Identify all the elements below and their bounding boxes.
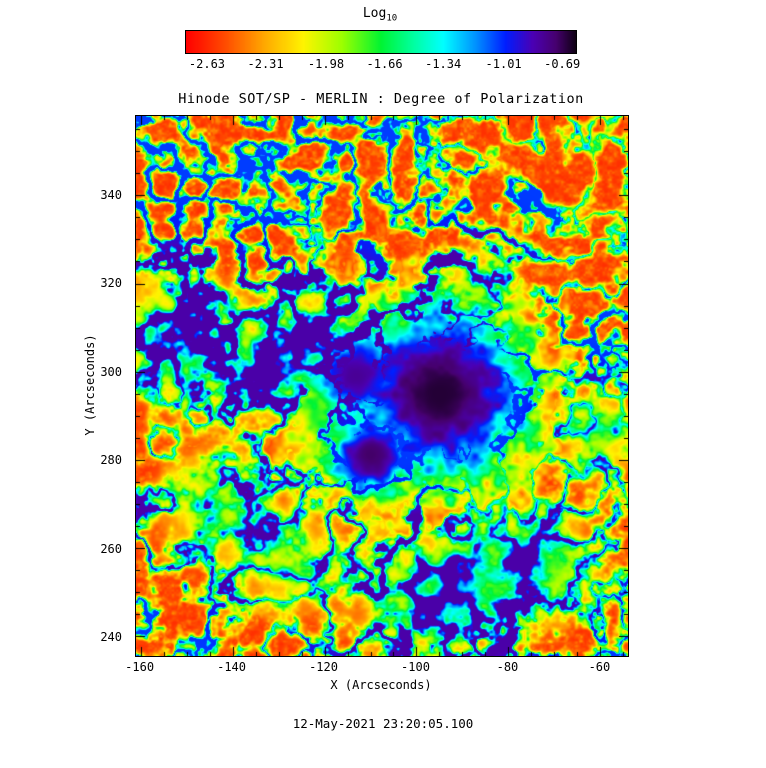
y-tick-label: 260: [100, 541, 122, 556]
x-tick-label: -160: [125, 660, 155, 674]
x-axis-label: X (Arcseconds): [330, 678, 432, 692]
colorbar-title-text: Log: [362, 6, 387, 21]
colorbar-tick-label: -0.69: [544, 57, 581, 71]
y-axis-tick-labels: 240 260 280 300 320 340: [0, 115, 128, 657]
x-axis-tick-labels: -160 -140 -120 -100 -80 -60: [125, 660, 627, 676]
colorbar-tick-label: -1.98: [307, 57, 345, 71]
x-tick-label: -140: [217, 660, 246, 674]
x-tick-label: -80: [496, 660, 519, 674]
colorbar-tick-label: -1.01: [485, 57, 522, 71]
x-tick-label: -60: [588, 660, 611, 674]
colorbar-gradient: [185, 30, 577, 54]
timestamp: 12-May-2021 23:20:05.100: [292, 716, 474, 731]
y-tick-label: 340: [100, 187, 122, 202]
y-axis-label: Y (Arcseconds): [83, 334, 97, 436]
colorbar-tick-label: -2.31: [247, 57, 284, 71]
colorbar-tick-label: -1.34: [425, 57, 462, 71]
colorbar-tick-label: -2.63: [188, 57, 226, 71]
x-tick-label: -120: [309, 660, 338, 674]
chart-title: Hinode SOT/SP - MERLIN : Degree of Polar…: [178, 91, 584, 107]
colorbar-tick-labels: -2.63 -2.31 -1.98 -1.66 -1.34 -1.01 -0.69: [185, 57, 580, 71]
colorbar-title: Log10: [185, 6, 575, 24]
y-tick-label: 300: [100, 364, 122, 379]
heatmap-canvas: [135, 115, 629, 657]
y-tick-label: 240: [100, 630, 122, 645]
colorbar-tick-label: -1.66: [366, 57, 403, 71]
y-tick-label: 280: [100, 453, 122, 468]
y-tick-label: 320: [100, 276, 122, 291]
colorbar-title-sub: 10: [386, 13, 398, 24]
x-tick-label: -100: [401, 660, 430, 674]
